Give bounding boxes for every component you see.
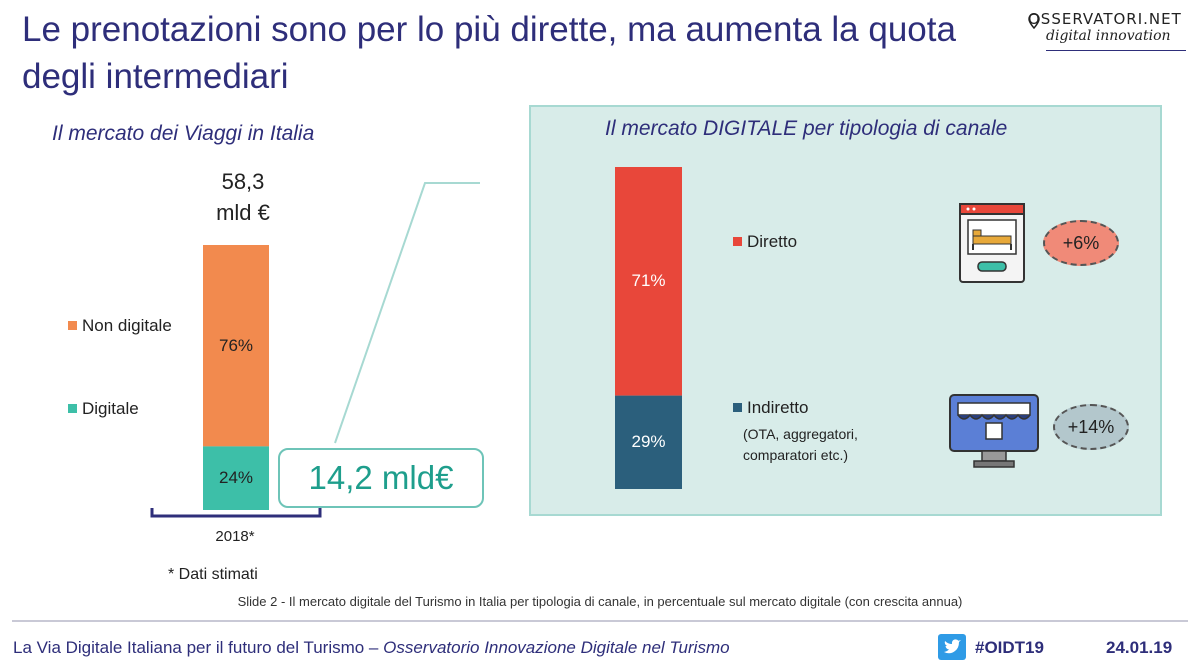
slide-caption: Slide 2 - Il mercato digitale del Turism…: [237, 594, 963, 609]
location-pin-icon: [1028, 13, 1040, 29]
zoom-connector: [334, 182, 480, 444]
online-store-icon: [949, 394, 1039, 468]
legend-label-digitale: Digitale: [82, 399, 139, 418]
bar-segment-digitale: [203, 446, 269, 510]
legend-label-diretto: Diretto: [747, 232, 798, 251]
footer-divider: [12, 620, 1188, 622]
logo-bottom-text: digital innovation: [1046, 28, 1171, 44]
event-date: 24.01.19: [1106, 638, 1173, 657]
growth-badge-direct: +6%: [1043, 220, 1119, 266]
x-axis-bracket: [150, 508, 322, 518]
twitter-icon[interactable]: [938, 634, 966, 660]
left-chart-subtitle: Il mercato dei Viaggi in Italia: [52, 122, 315, 145]
footer-title: La Via Digitale Italiana per il futuro d…: [13, 638, 730, 658]
legend-swatch-indiretto: [733, 403, 742, 412]
footer-title-italic: Osservatorio Innovazione Digitale nel Tu…: [383, 638, 730, 657]
indirect-description: (OTA, aggregatori, comparatori etc.): [743, 424, 858, 466]
legend-label-non-digitale: Non digitale: [82, 316, 172, 335]
total-value: 58,3: [221, 169, 265, 194]
digital-value-callout: 14,2 mld€: [278, 448, 484, 508]
total-market-value: 58,3 mld €: [168, 166, 318, 228]
legend-diretto: Diretto: [733, 232, 797, 252]
page-title: Le prenotazioni sono per lo più dirette,…: [22, 10, 956, 96]
estimate-footnote: * Dati stimati: [168, 566, 258, 583]
bar-label-non-digitale: 76%: [218, 335, 254, 355]
legend-swatch-non-digitale: [68, 321, 77, 330]
indirect-description-line-1: (OTA, aggregatori,: [743, 426, 858, 442]
legend-swatch-diretto: [733, 237, 742, 246]
logo-top-text: OSSERVATORI.NET: [1028, 10, 1182, 28]
booking-page-icon: [959, 203, 1025, 283]
growth-badge-indirect: +14%: [1053, 404, 1129, 450]
total-unit: mld €: [216, 200, 270, 225]
right-chart-subtitle: Il mercato DIGITALE per tipologia di can…: [605, 117, 1008, 140]
x-axis-label: 2018*: [215, 528, 255, 545]
connector-line: [334, 182, 480, 444]
event-hashtag[interactable]: #OIDT19: [975, 638, 1044, 657]
legend-digitale: Digitale: [68, 399, 139, 419]
bar-label-digitale: 24%: [218, 468, 254, 488]
legend-label-indiretto: Indiretto: [747, 398, 809, 417]
bar-segment-indiretto: [615, 395, 682, 489]
travel-market-chart: [150, 245, 322, 518]
bar-label-diretto: 71%: [631, 271, 666, 291]
logo-underline: [1046, 50, 1186, 51]
indirect-description-line-2: comparatori etc.): [743, 447, 849, 463]
observatori-logo: OSSERVATORI.NET digital innovation: [1028, 10, 1188, 56]
footer-title-plain: La Via Digitale Italiana per il futuro d…: [13, 638, 384, 657]
bar-label-indiretto: 29%: [631, 432, 666, 452]
legend-swatch-digitale: [68, 404, 77, 413]
digital-channel-chart: [615, 167, 682, 489]
legend-non-digitale: Non digitale: [68, 316, 172, 336]
bar-segment-diretto: [615, 167, 682, 396]
bar-segment-non-digitale: [203, 245, 269, 447]
legend-indiretto: Indiretto: [733, 398, 808, 418]
